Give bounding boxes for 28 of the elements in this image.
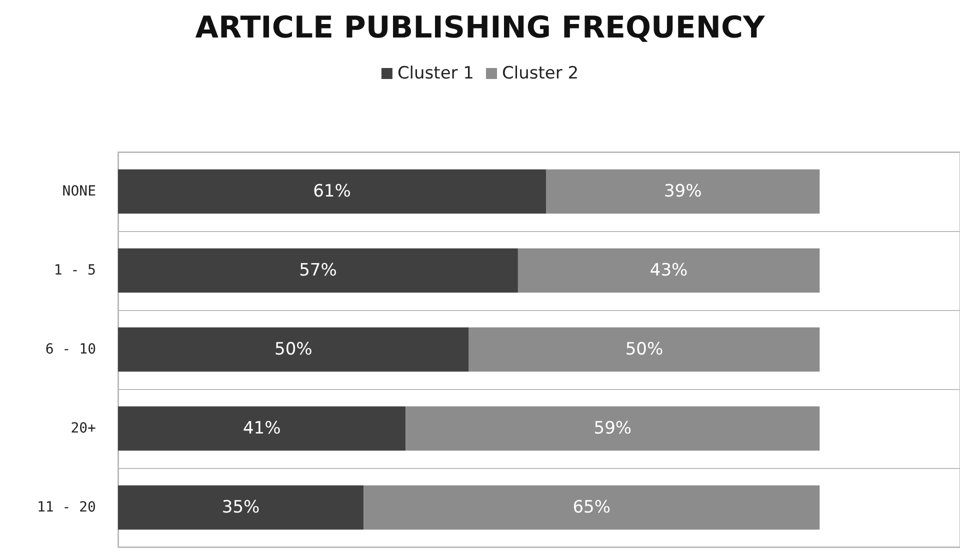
data-label: 41%	[242, 418, 281, 438]
data-label: 35%	[222, 498, 260, 518]
legend-label: Cluster 2	[502, 64, 579, 84]
data-label: 57%	[299, 260, 337, 280]
y-tick-label: 1 - 5	[54, 262, 96, 278]
data-label: 59%	[594, 418, 632, 438]
bar	[118, 169, 546, 214]
chart-title: ARTICLE PUBLISHING FREQUENCY	[195, 10, 766, 46]
data-label: 43%	[650, 260, 688, 280]
bar	[118, 248, 518, 293]
data-label: 39%	[664, 182, 702, 202]
bar	[518, 248, 820, 293]
legend-label: Cluster 1	[397, 64, 474, 84]
bar	[118, 485, 364, 530]
data-label: 65%	[572, 498, 611, 518]
data-label: 50%	[625, 340, 664, 360]
y-tick-label: 20+	[70, 420, 96, 436]
bar	[364, 485, 820, 530]
bar	[118, 327, 469, 372]
bar	[468, 327, 820, 372]
data-label: 50%	[274, 340, 312, 360]
bar	[406, 406, 820, 451]
bar	[546, 169, 820, 214]
bar	[118, 406, 406, 451]
y-tick-label: 6 - 10	[45, 342, 96, 358]
data-label: 61%	[313, 182, 351, 202]
y-tick-label: 11 - 20	[36, 500, 96, 516]
y-tick-label: NONE	[62, 184, 96, 200]
